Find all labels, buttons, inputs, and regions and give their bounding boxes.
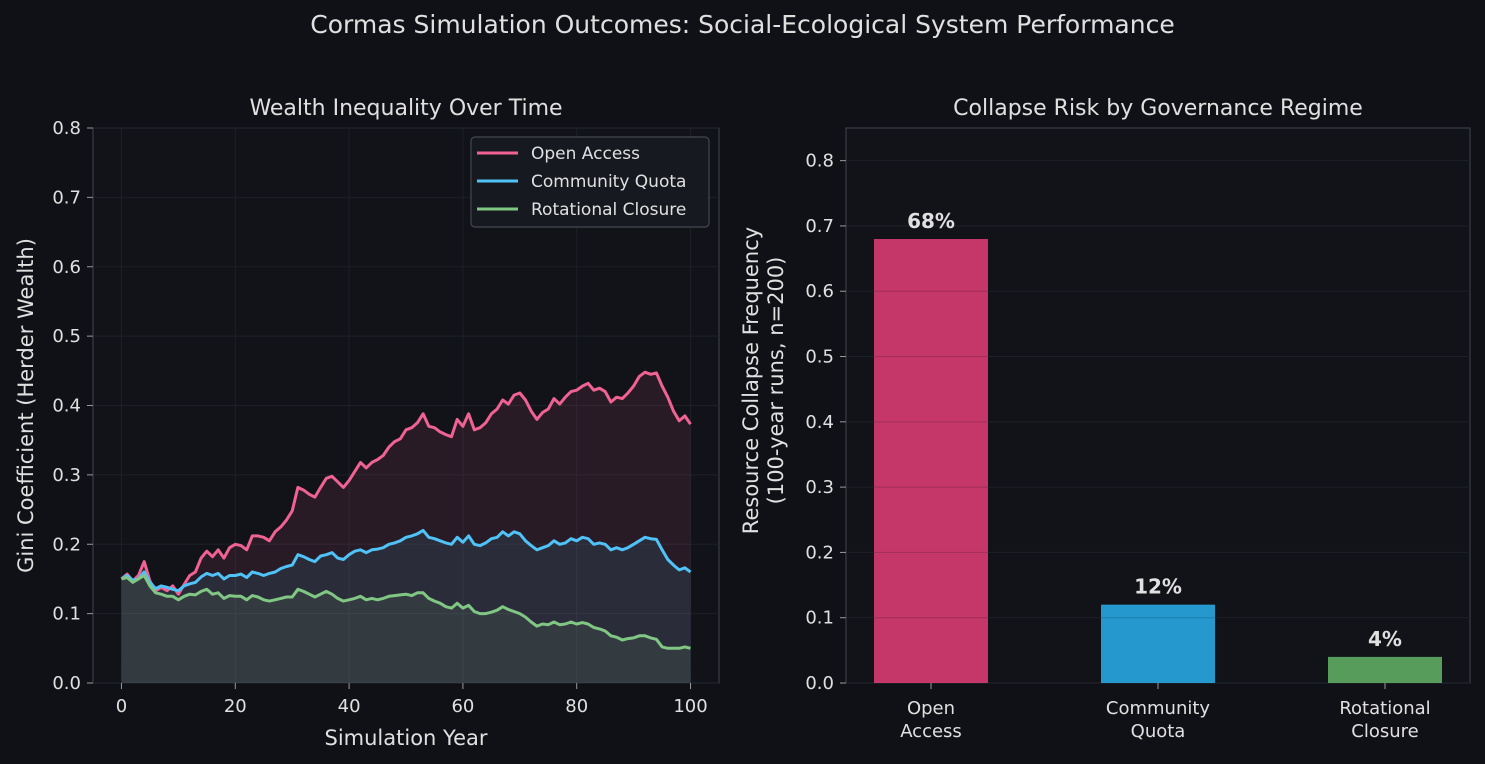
y-tick-label: 0.4 xyxy=(52,396,81,417)
y-tick-label: 0.4 xyxy=(805,412,834,433)
y-tick-label: 0.5 xyxy=(805,347,834,368)
x-axis-label: Simulation Year xyxy=(325,726,488,750)
bar-value-label: 68% xyxy=(907,209,955,233)
bar xyxy=(1328,656,1442,683)
y-tick-label: 0.3 xyxy=(52,465,81,486)
bar xyxy=(1101,604,1215,683)
series-line xyxy=(120,528,692,593)
y-tick-label: 0.8 xyxy=(805,151,834,172)
y-axis-label: (100-year runs, n=200) xyxy=(764,257,788,505)
x-tick-label: 20 xyxy=(224,696,247,717)
legend-box xyxy=(470,136,710,228)
x-tick-label: 80 xyxy=(565,696,588,717)
y-tick-label: 0.6 xyxy=(805,281,834,302)
y-tick-label: 0.8 xyxy=(52,118,81,139)
bar-value-label: 4% xyxy=(1368,627,1402,651)
series-line xyxy=(120,370,692,596)
bar xyxy=(874,239,988,683)
x-tick-label: 100 xyxy=(673,696,707,717)
x-tick-label: 40 xyxy=(338,696,361,717)
x-tick-label: Open xyxy=(907,698,955,719)
chart-title: Wealth Inequality Over Time xyxy=(249,96,562,121)
y-tick-label: 0.2 xyxy=(805,542,834,563)
x-tick-label: Community xyxy=(1106,698,1211,719)
x-tick-label: Closure xyxy=(1351,721,1418,742)
line-chart-panel: 0.0 0.1 0.2 0.3 0.4 0.5 0.6 0.7 0.8 0 20 40 60 80 100 W… xyxy=(14,96,720,750)
y-axis-label: Gini Coefficient (Herder Wealth) xyxy=(14,238,38,573)
figure-title: Cormas Simulation Outcomes: Social-Ecolo… xyxy=(310,10,1175,39)
y-tick-label: 0.6 xyxy=(52,257,81,278)
bar-value-label: 12% xyxy=(1134,575,1182,599)
legend-label: Open Access xyxy=(531,144,640,164)
chart-title: Collapse Risk by Governance Regime xyxy=(953,96,1363,121)
y-tick-label: 0.7 xyxy=(52,187,81,208)
x-tick-label: 60 xyxy=(451,696,474,717)
series-area xyxy=(121,575,691,683)
y-tick-label: 0.0 xyxy=(52,673,81,694)
x-tick-label: Rotational xyxy=(1339,698,1430,719)
x-tick-label: 0 xyxy=(116,696,127,717)
y-tick-label: 0.1 xyxy=(805,608,834,629)
y-tick-label: 0.0 xyxy=(805,673,834,694)
x-tick-label: Quota xyxy=(1131,721,1186,742)
y-tick-label: 0.1 xyxy=(52,604,81,625)
legend-label: Rotational Closure xyxy=(531,200,686,220)
y-tick-label: 0.3 xyxy=(805,477,834,498)
legend-label: Community Quota xyxy=(531,172,686,192)
y-tick-label: 0.2 xyxy=(52,534,81,555)
bar-chart-panel: 0.0 0.1 0.2 0.3 0.4 0.5 0.6 0.7 0.8 68% OpenAccess… xyxy=(739,96,1471,742)
y-tick-label: 0.7 xyxy=(805,216,834,237)
series-line xyxy=(121,574,691,650)
x-tick-label: Access xyxy=(900,721,962,742)
series-area xyxy=(121,530,691,683)
y-axis-label: Resource Collapse Frequency xyxy=(739,227,763,534)
y-tick-label: 0.5 xyxy=(52,326,81,347)
series-area xyxy=(121,372,691,683)
